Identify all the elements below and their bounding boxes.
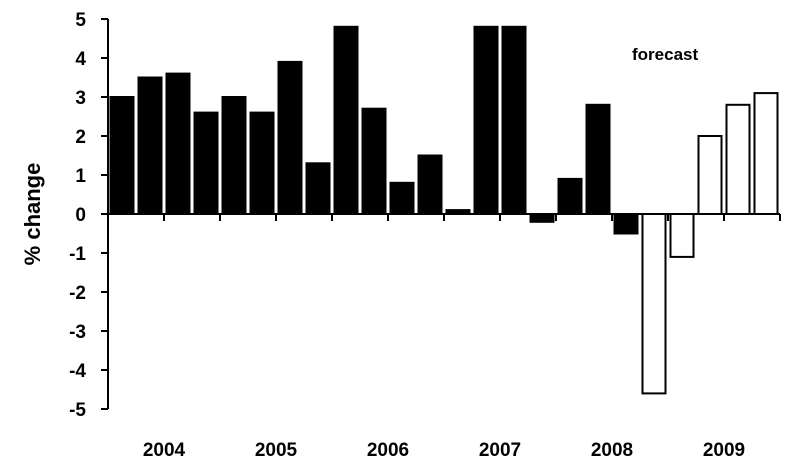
actual-bar [333, 25, 359, 215]
actual-bar [473, 25, 499, 215]
y-tick-label: -5 [69, 400, 86, 421]
y-tick-label: -1 [69, 244, 86, 265]
actual-bar [221, 96, 247, 215]
actual-bar [501, 25, 527, 215]
x-tick-label: 2008 [591, 440, 633, 461]
y-axis-label: % change [20, 163, 45, 266]
y-tick-label: 4 [75, 49, 86, 70]
y-tick-label: 1 [75, 166, 86, 187]
x-tick-labels: 2004 2005 2006 2007 2008 2009 [143, 440, 745, 461]
y-tick-label: -4 [69, 361, 86, 382]
actual-bar [529, 213, 555, 223]
actual-bar [389, 181, 415, 216]
x-tick-label: 2005 [255, 440, 298, 461]
forecast-bar [641, 213, 667, 395]
axes [101, 18, 781, 410]
actual-bar [109, 96, 135, 215]
bars [109, 25, 779, 395]
actual-bar [137, 76, 163, 215]
y-tick-label: -2 [69, 283, 86, 304]
actual-bar [417, 154, 443, 215]
forecast-bar [697, 135, 723, 215]
actual-bar [305, 162, 331, 216]
actual-bar [585, 103, 611, 215]
y-tick-label: 3 [75, 88, 86, 109]
actual-bar [165, 72, 191, 215]
y-tick-label: 2 [75, 127, 86, 148]
actual-bar [249, 111, 275, 215]
y-tick-label: 0 [75, 205, 86, 226]
y-tick-label: 5 [75, 10, 86, 31]
forecast-bar [725, 103, 751, 215]
x-tick-label: 2004 [143, 440, 186, 461]
y-tick-label: -3 [69, 322, 86, 343]
forecast-bar [669, 213, 695, 258]
x-tick-label: 2009 [703, 440, 745, 461]
actual-bar [557, 177, 583, 215]
x-tick-label: 2007 [479, 440, 521, 461]
actual-bar [361, 107, 387, 215]
actual-bar [193, 111, 219, 215]
actual-bar [277, 60, 303, 216]
y-tick-labels: 5 4 3 2 1 0 -1 -2 -3 -4 -5 [69, 10, 86, 421]
actual-bar [613, 213, 639, 235]
forecast-bar [753, 92, 779, 215]
forecast-annotation: forecast [632, 45, 698, 64]
x-tick-label: 2006 [367, 440, 409, 461]
